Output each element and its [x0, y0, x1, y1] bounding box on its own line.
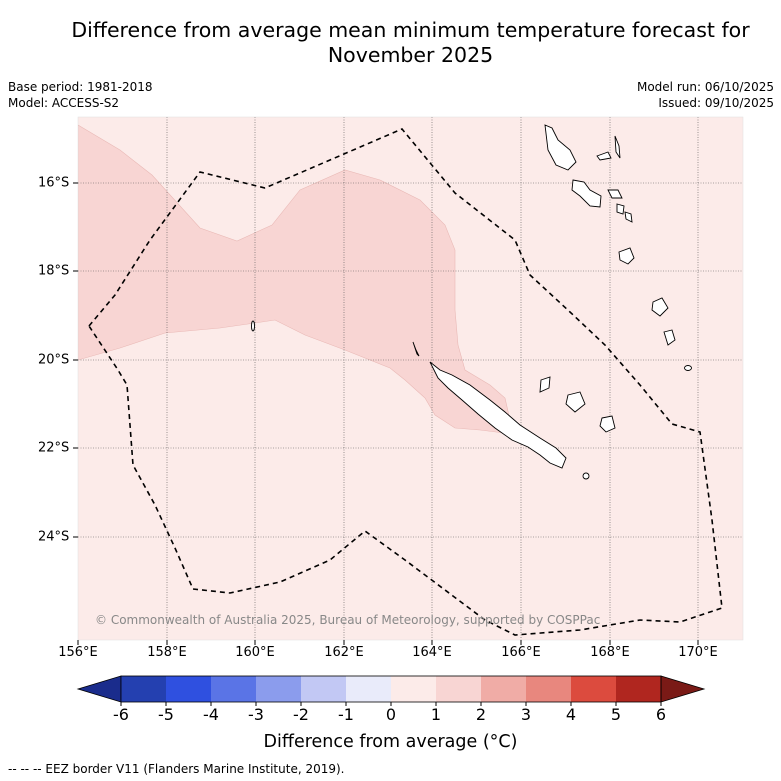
- colorbar-segment: [166, 676, 211, 702]
- colorbar-segment: [481, 676, 526, 702]
- island-outline: [614, 135, 621, 159]
- y-tick-label: 16°S: [38, 175, 70, 191]
- colorbar-segment: [301, 676, 346, 702]
- island-outline: [607, 189, 623, 199]
- y-tick-label: 18°S: [38, 263, 70, 279]
- x-tick-label: 156°E: [58, 645, 98, 660]
- chart-title-line2: November 2025: [327, 43, 494, 67]
- island-outline: [663, 329, 676, 346]
- colorbar-segment: [526, 676, 571, 702]
- island-outline: [599, 415, 616, 433]
- x-tick-label: 166°E: [501, 645, 541, 660]
- island-outline: [544, 124, 577, 171]
- eez-border: [88, 128, 723, 636]
- colorbar-title: Difference from average (°C): [263, 732, 518, 752]
- colorbar-segment: [571, 676, 616, 702]
- island-outline: [582, 472, 590, 480]
- map-frame: [77, 116, 744, 641]
- map-credit: © Commonwealth of Australia 2025, Bureau…: [95, 613, 601, 627]
- colorbar-tick-label: 1: [430, 705, 442, 724]
- colorbar-tick-label: 2: [475, 705, 487, 724]
- colorbar-segment: [436, 676, 481, 702]
- base-period: Base period: 1981-2018: [8, 80, 153, 94]
- colorbar-extend-low: [76, 675, 122, 703]
- colorbar-tick-label: 6: [655, 705, 667, 724]
- meta-left: Base period: 1981-2018 Model: ACCESS-S2: [8, 79, 153, 111]
- x-tick-label: 162°E: [324, 645, 364, 660]
- chart-title: Difference from average mean minimum tem…: [0, 18, 781, 68]
- x-tick-label: 158°E: [147, 645, 187, 660]
- y-tick-label: 20°S: [38, 352, 70, 368]
- eez-footnote: -- -- -- EEZ border V11 (Flanders Marine…: [8, 762, 345, 776]
- colorbar-extend-high: [660, 675, 706, 703]
- colorbar-tick-label: 5: [610, 705, 622, 724]
- y-tick-label: 24°S: [38, 529, 70, 545]
- island-outline: [624, 211, 633, 223]
- colorbar-segment: [256, 676, 301, 702]
- colorbar-segment: [391, 676, 436, 702]
- x-tick-label: 160°E: [235, 645, 275, 660]
- colorbar-tick-label: -6: [113, 705, 129, 724]
- colorbar: [76, 675, 706, 706]
- colorbar-tick-label: 4: [565, 705, 577, 724]
- model-name: Model: ACCESS-S2: [8, 96, 120, 110]
- issued-date: Issued: 09/10/2025: [658, 96, 774, 110]
- island-outline: [616, 203, 625, 215]
- colorbar-segment: [211, 676, 256, 702]
- gridlines: [78, 117, 743, 640]
- island-outline: [618, 247, 635, 265]
- chart-title-line1: Difference from average mean minimum tem…: [71, 18, 750, 42]
- x-tick-label: 164°E: [412, 645, 452, 660]
- island-outline: [596, 151, 612, 161]
- y-tick-label: 22°S: [38, 440, 70, 456]
- island-outline: [684, 365, 692, 371]
- meta-right: Model run: 06/10/2025 Issued: 09/10/2025: [637, 79, 774, 111]
- colorbar-tick-label: 3: [520, 705, 532, 724]
- x-tick-label: 168°E: [590, 645, 630, 660]
- x-tick-label: 170°E: [678, 645, 718, 660]
- island-outline: [412, 341, 420, 357]
- island-outline: [251, 320, 255, 332]
- axis-ticks: [73, 182, 699, 645]
- colorbar-tick-label: -4: [203, 705, 219, 724]
- colorbar-tick-label: -1: [338, 705, 354, 724]
- colorbar-segment: [346, 676, 391, 702]
- model-run: Model run: 06/10/2025: [636, 80, 774, 94]
- colorbar-tick-label: -5: [158, 705, 174, 724]
- new-caledonia-island: [429, 361, 567, 469]
- colorbar-segment: [121, 676, 166, 702]
- anomaly-region-1-to-2: [78, 124, 521, 436]
- island-outline: [539, 376, 551, 393]
- island-outline: [571, 179, 602, 208]
- colorbar-tick-label: -3: [248, 705, 264, 724]
- island-outline: [651, 297, 669, 317]
- colorbar-segment: [616, 676, 661, 702]
- colorbar-tick-label: 0: [385, 705, 397, 724]
- island-outline: [565, 391, 586, 413]
- colorbar-tick-label: -2: [293, 705, 309, 724]
